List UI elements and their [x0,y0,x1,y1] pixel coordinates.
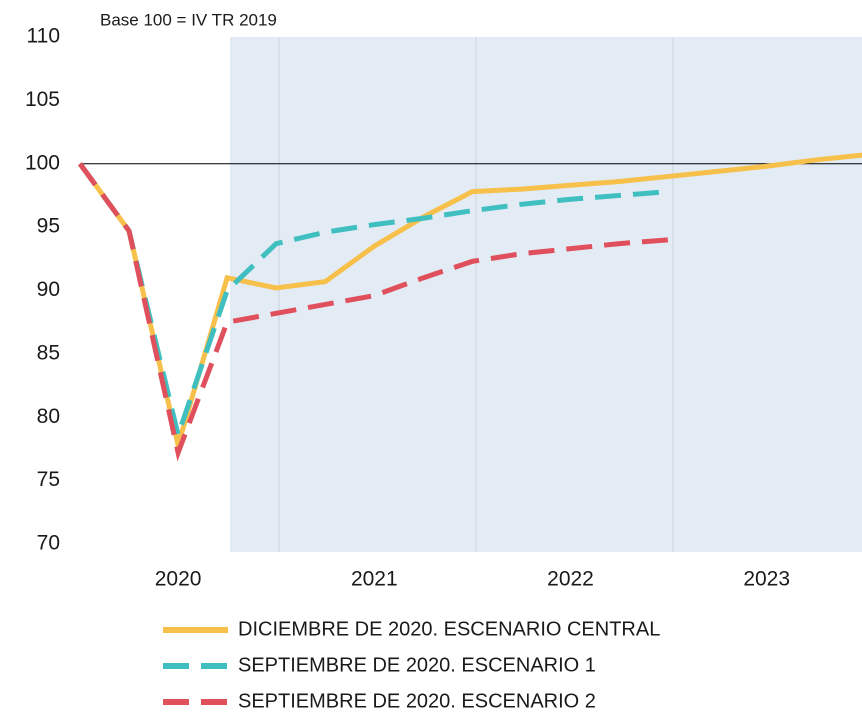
y-tick-label: 110 [27,25,60,48]
y-tick-label: 75 [37,468,60,491]
y-tick-label: 100 [25,151,60,174]
y-tick-label: 70 [37,532,60,555]
y-tick-label: 85 [37,341,60,364]
y-tick-label: 95 [37,215,60,238]
legend-label: DICIEMBRE DE 2020. ESCENARIO CENTRAL [238,618,660,640]
subtitle: Base 100 = IV TR 2019 [100,10,277,29]
y-tick-label: 90 [37,278,60,301]
forecast-shading [230,37,862,552]
series-line [77,162,669,444]
x-tick-label: 2020 [155,568,202,591]
x-tick-label: 2023 [743,568,790,591]
x-tick-label: 2022 [547,568,594,591]
legend-label: SEPTIEMBRE DE 2020. ESCENARIO 1 [238,654,596,676]
y-tick-label: 105 [25,88,60,111]
y-tick-label: 80 [37,405,60,428]
legend-label: SEPTIEMBRE DE 2020. ESCENARIO 2 [238,690,596,712]
series-line [77,162,669,462]
x-tick-label: 2021 [351,568,398,591]
